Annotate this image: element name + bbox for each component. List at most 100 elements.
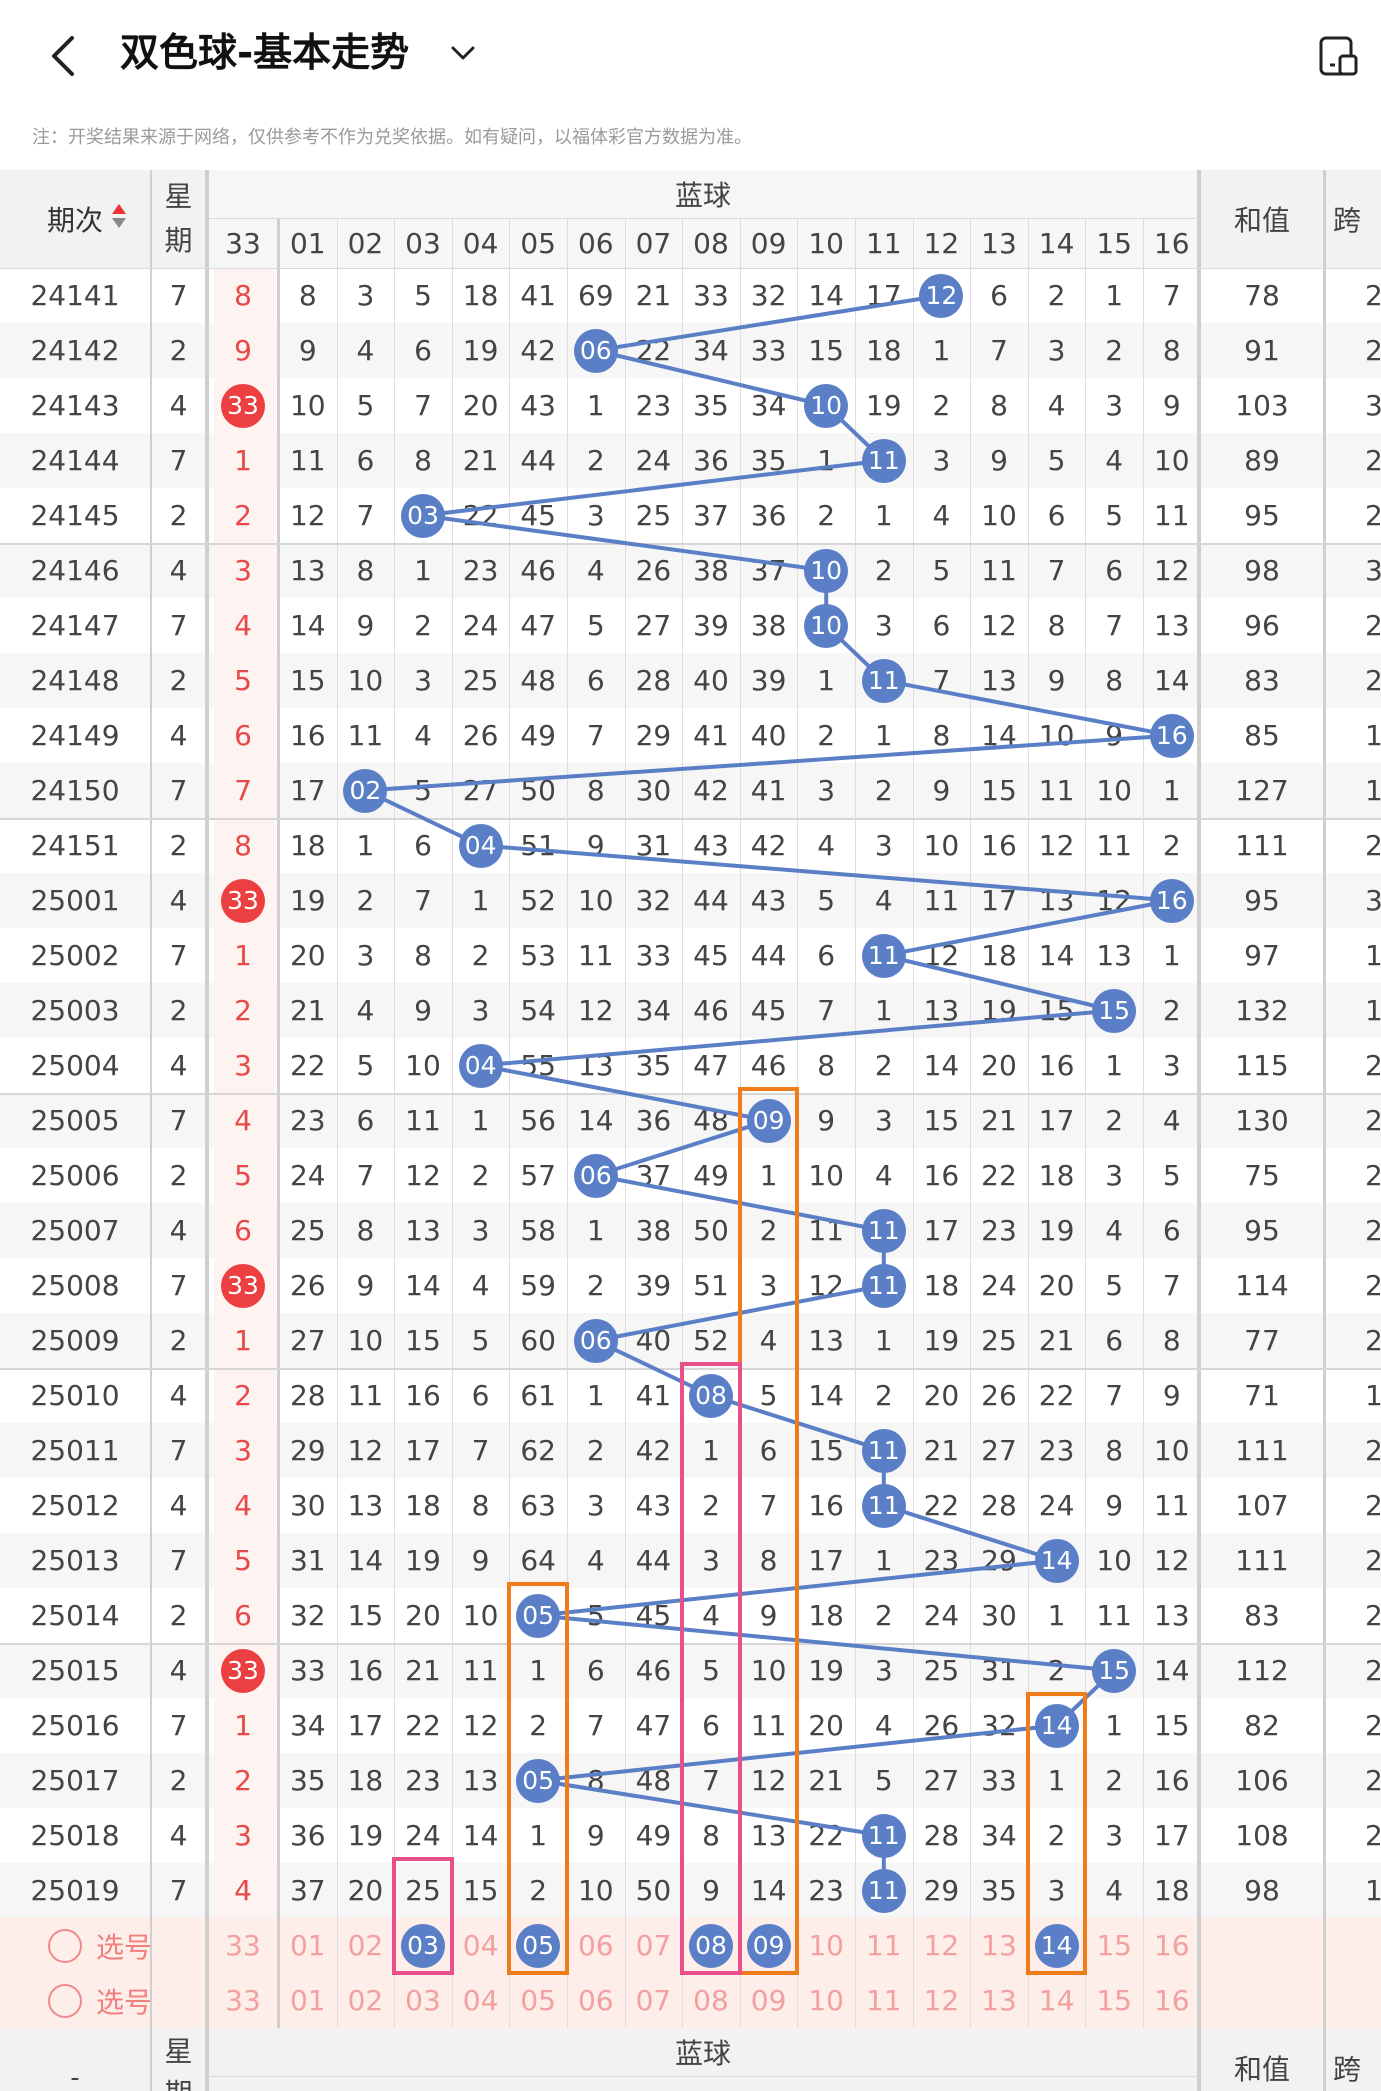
miss-count-cell: 9 xyxy=(471,1544,490,1577)
miss-count-cell: 4 xyxy=(1162,1104,1181,1137)
select-number[interactable]: 11 xyxy=(865,1984,902,2017)
miss-count-cell: 13 xyxy=(1096,939,1132,972)
weekday-cell: 2 xyxy=(169,499,188,532)
select-number[interactable]: 12 xyxy=(923,1984,960,2017)
select-number[interactable]: 13 xyxy=(981,1929,1017,1962)
miss-count-cell: 32 xyxy=(635,884,672,917)
select-number[interactable]: 16 xyxy=(1153,1984,1190,2017)
chevron-left-icon[interactable] xyxy=(44,30,84,80)
select-number[interactable]: 13 xyxy=(981,1984,1017,2017)
select-number[interactable]: 16 xyxy=(1153,1929,1190,1962)
miss-count-cell: 10 xyxy=(1153,1434,1190,1467)
miss-count-cell: 23 xyxy=(405,1764,441,1797)
blue-ball-hit: 10 xyxy=(804,603,849,648)
span-cell: 2 xyxy=(1365,1599,1381,1632)
picked-number[interactable]: 08 xyxy=(689,1923,733,1968)
select-number[interactable]: 01 xyxy=(289,1929,326,1962)
select-number[interactable]: 10 xyxy=(808,1984,844,2017)
span-cell: 2 xyxy=(1365,1489,1381,1522)
select-x33[interactable]: 33 xyxy=(225,1929,261,1962)
picked-number[interactable]: 14 xyxy=(1034,1923,1079,1968)
sort-icon[interactable] xyxy=(112,204,126,214)
x33-cell: 3 xyxy=(234,1049,252,1082)
blue-group-header: 蓝球 xyxy=(674,179,731,212)
select-label[interactable]: 选号 xyxy=(96,1985,153,2019)
weekday-cell: 4 xyxy=(169,1379,188,1412)
miss-count-cell: 7 xyxy=(1162,1269,1181,1302)
select-number[interactable]: 15 xyxy=(1096,1984,1132,2017)
miss-count-cell: 7 xyxy=(586,1709,605,1742)
miss-count-cell: 14 xyxy=(289,609,326,642)
select-number[interactable]: 06 xyxy=(577,1984,614,2017)
select-number[interactable]: 07 xyxy=(635,1929,672,1962)
miss-count-cell: 5 xyxy=(356,389,375,422)
select-number[interactable]: 11 xyxy=(865,1929,902,1962)
page-title[interactable]: 双色球-基本走势 xyxy=(120,31,410,76)
span-cell: 2 xyxy=(1365,1764,1381,1797)
select-number[interactable]: 15 xyxy=(1096,1929,1132,1962)
x33-cell: 5 xyxy=(234,1159,252,1192)
select-row-toggle[interactable]: 选号 xyxy=(48,1918,152,1973)
layout-toggle-icon[interactable] xyxy=(1316,34,1360,78)
issue-cell: 25010 xyxy=(30,1379,120,1412)
miss-count-cell: 1 xyxy=(1047,1764,1066,1797)
sum-cell: 132 xyxy=(1235,994,1289,1027)
miss-count-cell: 24 xyxy=(981,1269,1017,1302)
sum-cell: 108 xyxy=(1235,1819,1289,1852)
picked-number[interactable]: 05 xyxy=(516,1923,561,1968)
miss-count-cell: 13 xyxy=(289,554,326,587)
select-number[interactable]: 06 xyxy=(577,1929,614,1962)
issue-header[interactable]: 期次 xyxy=(46,204,103,237)
select-number[interactable]: 03 xyxy=(405,1984,441,2017)
chevron-down-icon[interactable] xyxy=(448,38,478,68)
blue-ball-hit: 05 xyxy=(516,1758,561,1803)
select-number[interactable]: 10 xyxy=(808,1929,844,1962)
select-number[interactable]: 01 xyxy=(289,1984,326,2017)
miss-count-cell: 26 xyxy=(289,1269,326,1302)
miss-count-cell: 1 xyxy=(414,554,432,587)
select-number[interactable]: 02 xyxy=(347,1929,384,1962)
select-number[interactable]: 04 xyxy=(462,1984,499,2017)
miss-count-cell: 14 xyxy=(808,279,844,312)
select-x33[interactable]: 33 xyxy=(225,1984,261,2017)
miss-count-cell: 41 xyxy=(635,1379,672,1412)
miss-count-cell: 4 xyxy=(874,1709,893,1742)
miss-count-cell: 23 xyxy=(808,1874,844,1907)
miss-count-cell: 42 xyxy=(750,829,787,862)
select-number[interactable]: 07 xyxy=(635,1984,672,2017)
blue-ball-hit: 06 xyxy=(573,1318,618,1363)
blue-ball-hit: 09 xyxy=(746,1098,791,1143)
miss-count-cell: 3 xyxy=(1105,1159,1124,1192)
miss-count-cell: 20 xyxy=(347,1874,384,1907)
select-number[interactable]: 04 xyxy=(462,1929,499,1962)
radio-circle-icon[interactable] xyxy=(48,1983,82,2018)
red-ball-marker: 33 xyxy=(221,1648,265,1693)
span-cell: 2 xyxy=(1365,334,1381,367)
select-number[interactable]: 08 xyxy=(693,1984,729,2017)
select-number[interactable]: 09 xyxy=(750,1984,787,2017)
miss-count-cell: 3 xyxy=(1047,1874,1066,1907)
select-number[interactable]: 14 xyxy=(1038,1984,1075,2017)
select-row-toggle[interactable]: 选号 xyxy=(48,1973,152,2028)
picked-number[interactable]: 09 xyxy=(746,1923,791,1968)
span-cell: 2 xyxy=(1365,1214,1381,1247)
span-cell: 2 xyxy=(1365,499,1381,532)
sort-icon-down[interactable] xyxy=(112,218,126,228)
radio-circle-icon[interactable] xyxy=(48,1928,82,1963)
miss-count-cell: 19 xyxy=(923,1324,960,1357)
miss-count-cell: 23 xyxy=(635,389,672,422)
blue-ball-hit: 11 xyxy=(861,1813,906,1858)
miss-count-cell: 19 xyxy=(405,1544,441,1577)
grid-line xyxy=(207,2076,1199,2077)
select-number[interactable]: 12 xyxy=(923,1929,960,1962)
miss-count-cell: 19 xyxy=(462,334,499,367)
miss-count-cell: 1 xyxy=(1105,1049,1124,1082)
select-label[interactable]: 选号 xyxy=(96,1930,153,1964)
select-number[interactable]: 02 xyxy=(347,1984,384,2017)
blue-ball-hit: 16 xyxy=(1149,713,1194,758)
select-number[interactable]: 05 xyxy=(520,1984,556,2017)
picked-number[interactable]: 03 xyxy=(401,1923,445,1968)
span-cell: 1 xyxy=(1365,939,1381,972)
miss-count-cell: 16 xyxy=(1038,1049,1075,1082)
footer-sum: 和值 xyxy=(1233,2053,1290,2086)
